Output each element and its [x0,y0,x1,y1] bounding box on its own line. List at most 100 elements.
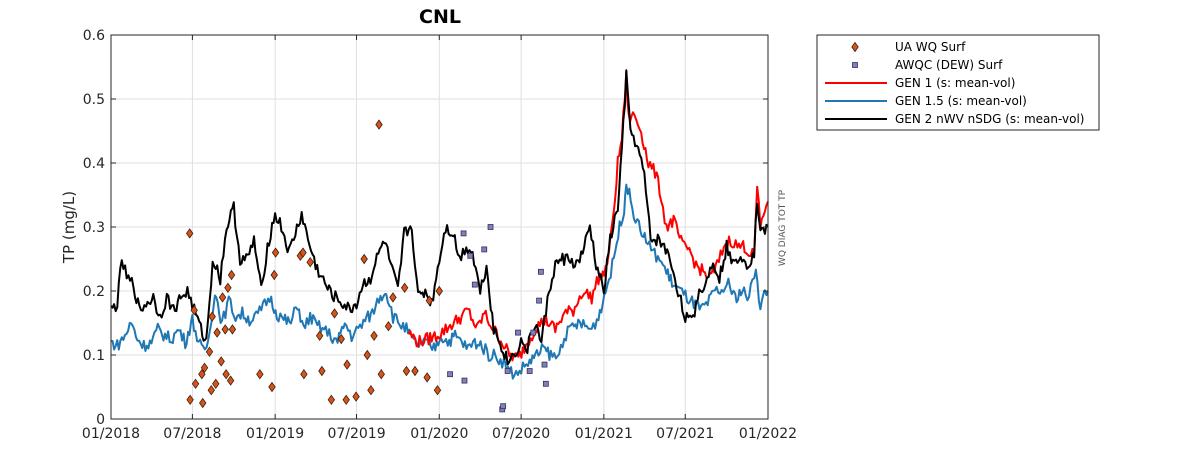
ua-wq-surf-point [228,324,237,335]
legend-label: UA WQ Surf [895,40,966,54]
ua-wq-surf-point [218,292,227,303]
awqc-surf-point [538,268,544,275]
y-tick-label: 0.5 [83,92,105,108]
ua-wq-surf-point [271,247,280,258]
legend-label: AWQC (DEW) Surf [895,58,1003,72]
ua-wq-surf-point [433,385,442,396]
ua-wq-surf-point [217,356,225,367]
ua-wq-surf-point [423,372,431,383]
ua-wq-surf-point [213,327,221,338]
awqc-surf-point [471,281,478,288]
awqc-surf-point [530,329,537,336]
y-tick-label: 0.2 [83,284,105,300]
awqc-surf-point [487,224,494,230]
chart-title: CNL [419,6,461,28]
awqc-surf-point [460,230,467,237]
awqc-surf-point [542,380,549,387]
ua-wq-surf-point [300,369,308,380]
ua-wq-surf-point [425,295,434,306]
x-tick-label: 07/2019 [327,426,385,442]
y-axis-label: TP (mg/L) [60,191,78,264]
ua-wq-surf-point [400,282,409,293]
x-tick-label: 07/2018 [163,426,221,442]
awqc-surf-point [467,252,474,259]
awqc-surf-point [500,403,507,410]
y-tick-label: 0.1 [83,348,105,364]
x-tick-label: 01/2020 [410,426,468,442]
ua-wq-surf-point [342,394,350,405]
awqc-surf-point [504,368,511,374]
awqc-surf-point [536,297,543,304]
ua-wq-surf-point [411,365,419,377]
ua-wq-surf-point [375,119,383,130]
ua-wq-surf-point [327,394,336,405]
legend-label: GEN 1 (s: mean-vol) [895,76,1015,90]
ua-wq-surf-point [256,369,264,380]
ua-wq-surf-point [337,333,345,345]
ua-wq-surf-point [186,228,194,239]
x-axis-ticks: 01/2018 07/2018 01/2019 07/2019 01/2020 07/20… [82,35,797,442]
awqc-surf-point [447,371,453,378]
series-line [110,69,769,366]
side-label: WQ DIAG TOT TP [778,189,788,266]
ua-wq-surf-point [207,385,215,396]
legend-marker-diamond [851,41,859,53]
ua-wq-surf-point [370,330,378,341]
series-lines [110,69,769,380]
ua-wq-surf-point [227,269,236,281]
ua-wq-surf-point [199,397,207,409]
ua-wq-surf-point [377,369,385,380]
ua-wq-surf-point [212,378,220,389]
ua-wq-surf-point [226,375,235,386]
x-tick-label: 01/2021 [575,426,633,442]
ua-wq-surf-point [389,292,397,303]
ua-wq-surf-point [352,391,360,402]
x-tick-label: 01/2019 [246,426,304,442]
awqc-surf-point [526,368,533,374]
ua-wq-surf-point [363,349,372,361]
ua-wq-surf-point [198,369,206,380]
ua-wq-surf-point [384,321,393,332]
ua-wq-surf-point [268,381,276,393]
ua-wq-surf-point [318,365,326,377]
ua-wq-surf-point [221,324,229,335]
ua-wq-surf-point [208,311,216,322]
ua-wq-surf-point [367,385,375,396]
x-tick-label: 07/2020 [492,426,550,442]
ua-wq-surf-point [343,359,351,370]
awqc-surf-point [461,377,468,384]
legend: UA WQ Surf AWQC (DEW) Surf GEN 1 (s: mean-… [816,34,1100,131]
legend-label: GEN 2 nWV nSDG (s: mean-vol) [895,112,1084,126]
ua-wq-surf-point [315,330,324,341]
ua-wq-surf-point [299,247,307,258]
awqc-surf-point [541,361,548,368]
series-markers [186,119,549,413]
ua-wq-surf-point [435,285,443,297]
x-tick-label: 01/2022 [739,426,797,442]
ua-wq-surf-point [270,269,278,281]
ua-wq-surf-point [191,378,200,389]
ua-wq-surf-point [402,365,411,377]
ua-wq-surf-point [224,282,232,293]
ua-wq-surf-point [186,394,194,405]
ua-wq-surf-point [190,305,198,316]
ua-wq-surf-point [205,346,214,357]
ua-wq-surf-point [330,308,339,319]
y-tick-label: 0 [96,412,105,428]
y-tick-label: 0.6 [83,28,105,44]
ua-wq-surf-point [360,253,368,265]
ua-wq-surf-point [200,362,209,373]
x-tick-label: 07/2021 [656,426,714,442]
awqc-surf-point [515,329,521,336]
y-tick-label: 0.3 [83,220,105,236]
y-tick-label: 0.4 [83,156,105,172]
x-tick-label: 01/2018 [82,426,140,442]
legend-label: GEN 1.5 (s: mean-vol) [895,94,1027,108]
awqc-surf-point [481,246,488,253]
ua-wq-surf-point [222,369,230,380]
ua-wq-surf-point [306,257,314,268]
legend-marker-square [852,62,858,68]
series-line [111,183,769,380]
y-axis-ticks: 0 0.1 0.2 0.3 0.4 0.5 0.6 [83,28,768,428]
